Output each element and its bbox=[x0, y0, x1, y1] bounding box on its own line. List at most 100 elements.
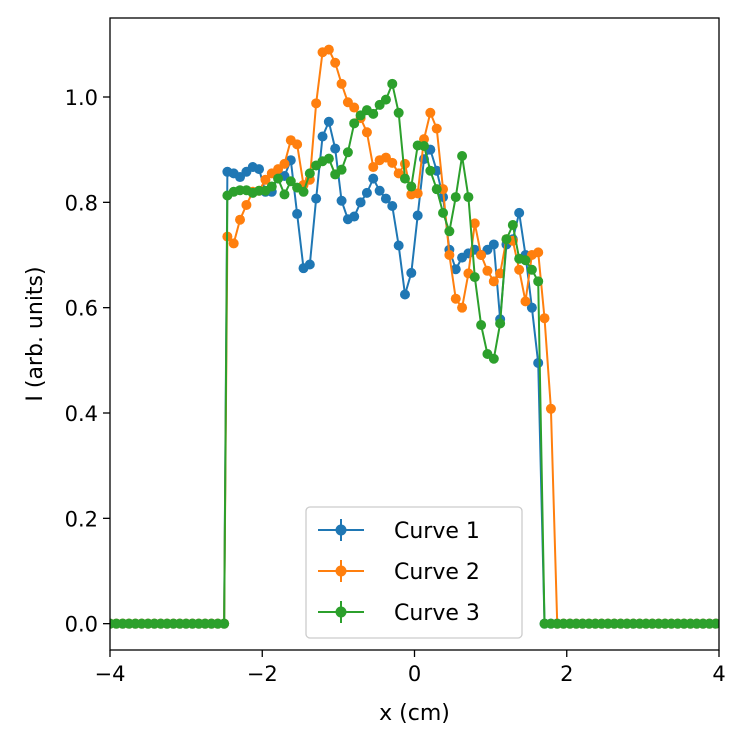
data-point bbox=[463, 192, 474, 203]
y-tick-label: 1.0 bbox=[65, 86, 98, 110]
data-point bbox=[457, 150, 468, 161]
data-point bbox=[266, 181, 277, 192]
data-point bbox=[495, 268, 506, 279]
data-point bbox=[399, 289, 410, 300]
data-point bbox=[292, 139, 303, 150]
data-point bbox=[342, 147, 353, 158]
data-point bbox=[279, 189, 290, 200]
data-point bbox=[399, 173, 410, 184]
data-point bbox=[488, 276, 499, 287]
data-point bbox=[533, 276, 544, 287]
data-point bbox=[336, 164, 347, 175]
x-axis-label: x (cm) bbox=[379, 701, 450, 726]
y-axis-label: I (arb. units) bbox=[23, 266, 48, 401]
data-point bbox=[469, 218, 480, 229]
data-point bbox=[393, 240, 404, 251]
data-point bbox=[526, 264, 537, 275]
data-point bbox=[361, 187, 372, 198]
data-point bbox=[399, 158, 410, 169]
data-point bbox=[349, 211, 360, 222]
data-point bbox=[501, 234, 512, 245]
data-point bbox=[285, 176, 296, 187]
legend-label: Curve 1 bbox=[394, 519, 480, 544]
data-point bbox=[450, 293, 461, 304]
data-point bbox=[476, 250, 487, 260]
data-point bbox=[507, 219, 518, 230]
data-point bbox=[520, 255, 531, 266]
data-point bbox=[323, 44, 334, 55]
data-point bbox=[520, 296, 531, 307]
data-point bbox=[495, 318, 506, 329]
data-point bbox=[469, 272, 480, 283]
legend: Curve 1 Curve 2 Curve 3 bbox=[305, 506, 523, 639]
data-point bbox=[368, 108, 379, 119]
x-tick-label: 2 bbox=[560, 662, 573, 686]
data-point bbox=[545, 403, 556, 414]
legend-box bbox=[305, 506, 523, 639]
data-point bbox=[254, 164, 265, 175]
data-point bbox=[431, 123, 442, 134]
data-point bbox=[412, 210, 423, 221]
data-point bbox=[330, 143, 341, 154]
data-point bbox=[387, 157, 398, 168]
data-point bbox=[279, 158, 290, 169]
data-point bbox=[349, 102, 360, 113]
data-point bbox=[323, 116, 334, 127]
data-point bbox=[273, 173, 284, 184]
data-point bbox=[355, 197, 366, 208]
legend-marker bbox=[335, 606, 347, 618]
data-point bbox=[425, 107, 436, 118]
data-point bbox=[514, 264, 525, 275]
x-tick-label: 4 bbox=[712, 662, 725, 686]
data-point bbox=[219, 618, 230, 629]
data-point bbox=[330, 57, 341, 68]
data-point bbox=[235, 214, 246, 225]
x-tick-label: 0 bbox=[408, 662, 421, 686]
data-point bbox=[412, 188, 423, 199]
x-tick-label: −4 bbox=[95, 662, 126, 686]
y-tick-label: 0.6 bbox=[65, 297, 98, 321]
data-point bbox=[368, 173, 379, 184]
data-point bbox=[476, 320, 487, 331]
data-point bbox=[425, 165, 436, 176]
data-point bbox=[526, 302, 537, 313]
x-tick-label: −2 bbox=[247, 662, 278, 686]
data-point bbox=[317, 131, 328, 142]
data-point bbox=[336, 78, 347, 89]
data-point bbox=[260, 174, 271, 185]
data-point bbox=[374, 185, 385, 196]
y-tick-label: 0.4 bbox=[65, 402, 98, 426]
axis-ticks: −4 −2 0 2 4 0.0 0.2 0.4 0.6 0.8 1.0 bbox=[65, 86, 726, 686]
data-point bbox=[431, 184, 442, 195]
data-point bbox=[450, 192, 461, 203]
y-tick-label: 0.0 bbox=[65, 613, 98, 637]
data-point bbox=[482, 265, 493, 276]
data-point bbox=[450, 264, 461, 275]
data-point bbox=[488, 353, 499, 364]
data-point bbox=[304, 259, 315, 270]
y-tick-label: 0.2 bbox=[65, 507, 98, 531]
legend-label: Curve 2 bbox=[394, 560, 480, 585]
data-point bbox=[241, 199, 252, 210]
data-point bbox=[380, 94, 391, 105]
data-point bbox=[387, 201, 398, 212]
plot-frame bbox=[109, 17, 720, 651]
data-point bbox=[228, 238, 239, 249]
data-point bbox=[349, 118, 360, 129]
data-point bbox=[406, 267, 417, 278]
data-point bbox=[292, 208, 303, 219]
data-point bbox=[361, 127, 372, 138]
y-tick-label: 0.8 bbox=[65, 191, 98, 215]
data-point bbox=[514, 207, 525, 218]
legend-marker bbox=[335, 524, 347, 536]
data-point bbox=[419, 140, 430, 151]
legend-marker bbox=[335, 565, 347, 577]
data-point bbox=[380, 193, 391, 204]
data-point bbox=[533, 247, 544, 258]
data-point bbox=[419, 134, 430, 145]
data-point bbox=[406, 181, 417, 192]
data-point bbox=[444, 226, 455, 237]
data-point bbox=[438, 207, 449, 218]
data-point bbox=[488, 239, 499, 250]
data-point bbox=[533, 357, 544, 368]
